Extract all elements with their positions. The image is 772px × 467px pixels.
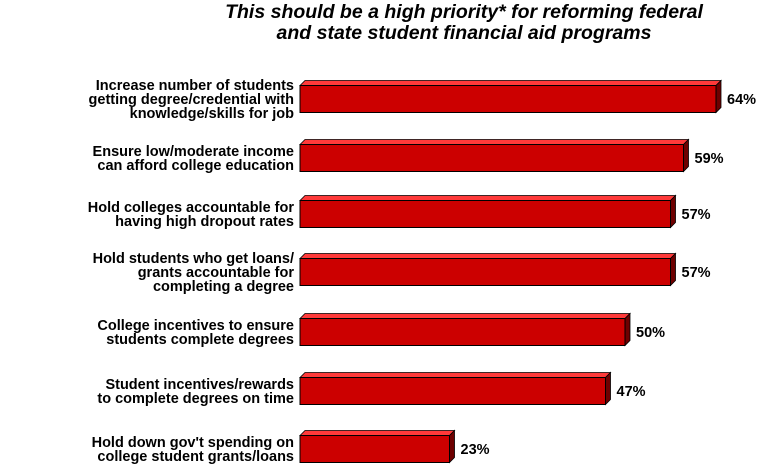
category-label: Hold colleges accountable for (88, 200, 295, 216)
value-label: 57% (682, 207, 711, 223)
category-label: college student grants/loans (97, 449, 294, 465)
bar-side-face (670, 194, 676, 229)
category-label: Hold down gov't spending on (92, 435, 294, 451)
bar-top-face (299, 430, 456, 436)
category-label: Ensure low/moderate income (93, 144, 294, 160)
bar-side-face (605, 371, 611, 406)
category-label: to complete degrees on time (97, 391, 294, 407)
bar-top-face (299, 253, 677, 259)
value-label: 47% (617, 384, 646, 400)
category-label: students complete degrees (106, 332, 294, 348)
category-label: knowledge/skills for job (130, 106, 295, 122)
value-label: 23% (461, 442, 490, 458)
value-label: 57% (682, 265, 711, 281)
bar (299, 200, 671, 228)
category-label: getting degree/credential with (89, 92, 294, 108)
bar (299, 377, 606, 405)
chart-title-line-1: This should be a high priority* for refo… (225, 1, 703, 23)
category-label: Increase number of students (96, 78, 294, 94)
bar-top-face (299, 80, 722, 86)
bar-top-face (299, 313, 631, 319)
bar-top-face (299, 195, 677, 201)
category-label: grants accountable for (138, 265, 295, 281)
bar-side-face (670, 252, 676, 287)
bar-top-face (299, 372, 612, 378)
bar-side-face (624, 312, 631, 347)
category-label: Hold students who get loans/ (93, 251, 294, 267)
bar-side-face (683, 138, 689, 173)
bar (299, 435, 450, 463)
bar (299, 258, 671, 286)
category-label: completing a degree (153, 279, 294, 295)
value-label: 64% (727, 92, 756, 108)
bar-side-face (715, 79, 722, 114)
bar (299, 85, 717, 113)
bar (299, 318, 626, 346)
bar-side-face (449, 429, 455, 464)
category-label: having high dropout rates (115, 214, 294, 230)
value-label: 50% (636, 325, 665, 341)
bar-top-face (299, 139, 690, 145)
category-label: can afford college education (97, 158, 294, 174)
chart-title-line-2: and state student financial aid programs (276, 22, 652, 44)
chart-title: This should be a high priority* for refo… (160, 2, 768, 44)
category-label: Student incentives/rewards (105, 377, 294, 393)
bar (299, 144, 684, 172)
category-label: College incentives to ensure (97, 318, 294, 334)
value-label: 59% (695, 151, 724, 167)
